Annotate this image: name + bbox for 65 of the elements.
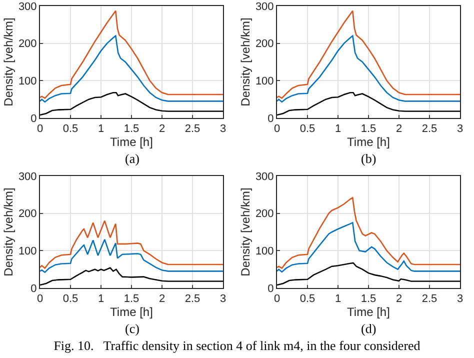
x-axis-title: Time [h] xyxy=(110,135,153,150)
y-tick-label: 0 xyxy=(30,112,37,125)
x-tick-label: 1.5 xyxy=(124,123,140,136)
x-tick-label: 1 xyxy=(334,293,342,306)
x-tick-label: 3 xyxy=(220,123,226,136)
x-tick-label: 2.5 xyxy=(184,123,200,136)
x-tick-label: 2 xyxy=(396,123,402,136)
x-axis-title: Time [h] xyxy=(347,135,390,150)
x-tick-label: 3 xyxy=(456,123,464,136)
x-tick-label: 2 xyxy=(158,293,166,306)
line-series xyxy=(40,35,223,103)
x-tick-label: 3 xyxy=(220,293,226,306)
x-tick-label: 1.5 xyxy=(124,293,140,306)
x-axis-title: Time [h] xyxy=(347,305,390,320)
y-axis-title: Density [veh/km] xyxy=(238,188,253,276)
text: (a) xyxy=(125,151,140,166)
x-tick-label: 0.5 xyxy=(62,293,78,306)
line-series xyxy=(40,92,223,116)
line-series xyxy=(40,10,223,99)
line-series xyxy=(277,197,460,269)
line-series xyxy=(277,262,460,286)
line-series xyxy=(40,267,223,286)
y-tick-label: 200 xyxy=(255,38,274,50)
line-series xyxy=(277,222,460,273)
x-tick-label: 1 xyxy=(334,123,342,136)
y-tick-label: 100 xyxy=(255,76,274,88)
x-tick-label: 2.5 xyxy=(422,123,438,136)
y-tick-label: 100 xyxy=(18,246,37,258)
text: (d) xyxy=(361,321,376,336)
y-tick-label: 200 xyxy=(255,208,274,220)
x-tick-label: 0.5 xyxy=(300,293,316,306)
x-tick-label: 1.5 xyxy=(360,293,376,306)
line-series xyxy=(40,220,223,269)
x-tick-label: 1.5 xyxy=(360,123,376,136)
line-series xyxy=(277,35,460,103)
line-series xyxy=(277,92,460,116)
y-tick-label: 300 xyxy=(18,0,37,13)
x-tick-label: 1 xyxy=(98,123,104,136)
y-tick-label: 300 xyxy=(255,0,274,13)
text: (b) xyxy=(361,151,376,166)
y-tick-label: 300 xyxy=(255,170,274,183)
y-tick-label: 0 xyxy=(268,282,274,295)
text: (c) xyxy=(125,321,140,336)
x-tick-label: 3 xyxy=(456,293,464,306)
x-tick-label: 1 xyxy=(98,293,104,306)
y-axis-title: Density [veh/km] xyxy=(2,188,16,276)
caption: Fig. 10. Traffic density in section 4 of link m4, in the four considered xyxy=(52,338,422,354)
line-series xyxy=(40,238,223,273)
line-series xyxy=(277,10,460,99)
x-tick-label: 2 xyxy=(158,123,166,136)
y-tick-label: 0 xyxy=(30,282,37,295)
x-tick-label: 2.5 xyxy=(184,293,200,306)
y-tick-label: 200 xyxy=(18,208,37,220)
y-axis-title: Density [veh/km] xyxy=(2,18,16,106)
x-tick-label: 0.5 xyxy=(62,123,78,136)
y-tick-label: 100 xyxy=(255,246,274,258)
x-tick-label: 0.5 xyxy=(300,123,316,136)
x-tick-label: 2.5 xyxy=(422,293,438,306)
x-axis-title: Time [h] xyxy=(110,305,153,320)
x-tick-label: 2 xyxy=(396,293,402,306)
y-axis-title: Density [veh/km] xyxy=(238,18,253,106)
y-tick-label: 300 xyxy=(18,170,37,183)
y-tick-label: 0 xyxy=(268,112,274,125)
y-tick-label: 200 xyxy=(18,38,37,50)
y-tick-label: 100 xyxy=(18,76,37,88)
